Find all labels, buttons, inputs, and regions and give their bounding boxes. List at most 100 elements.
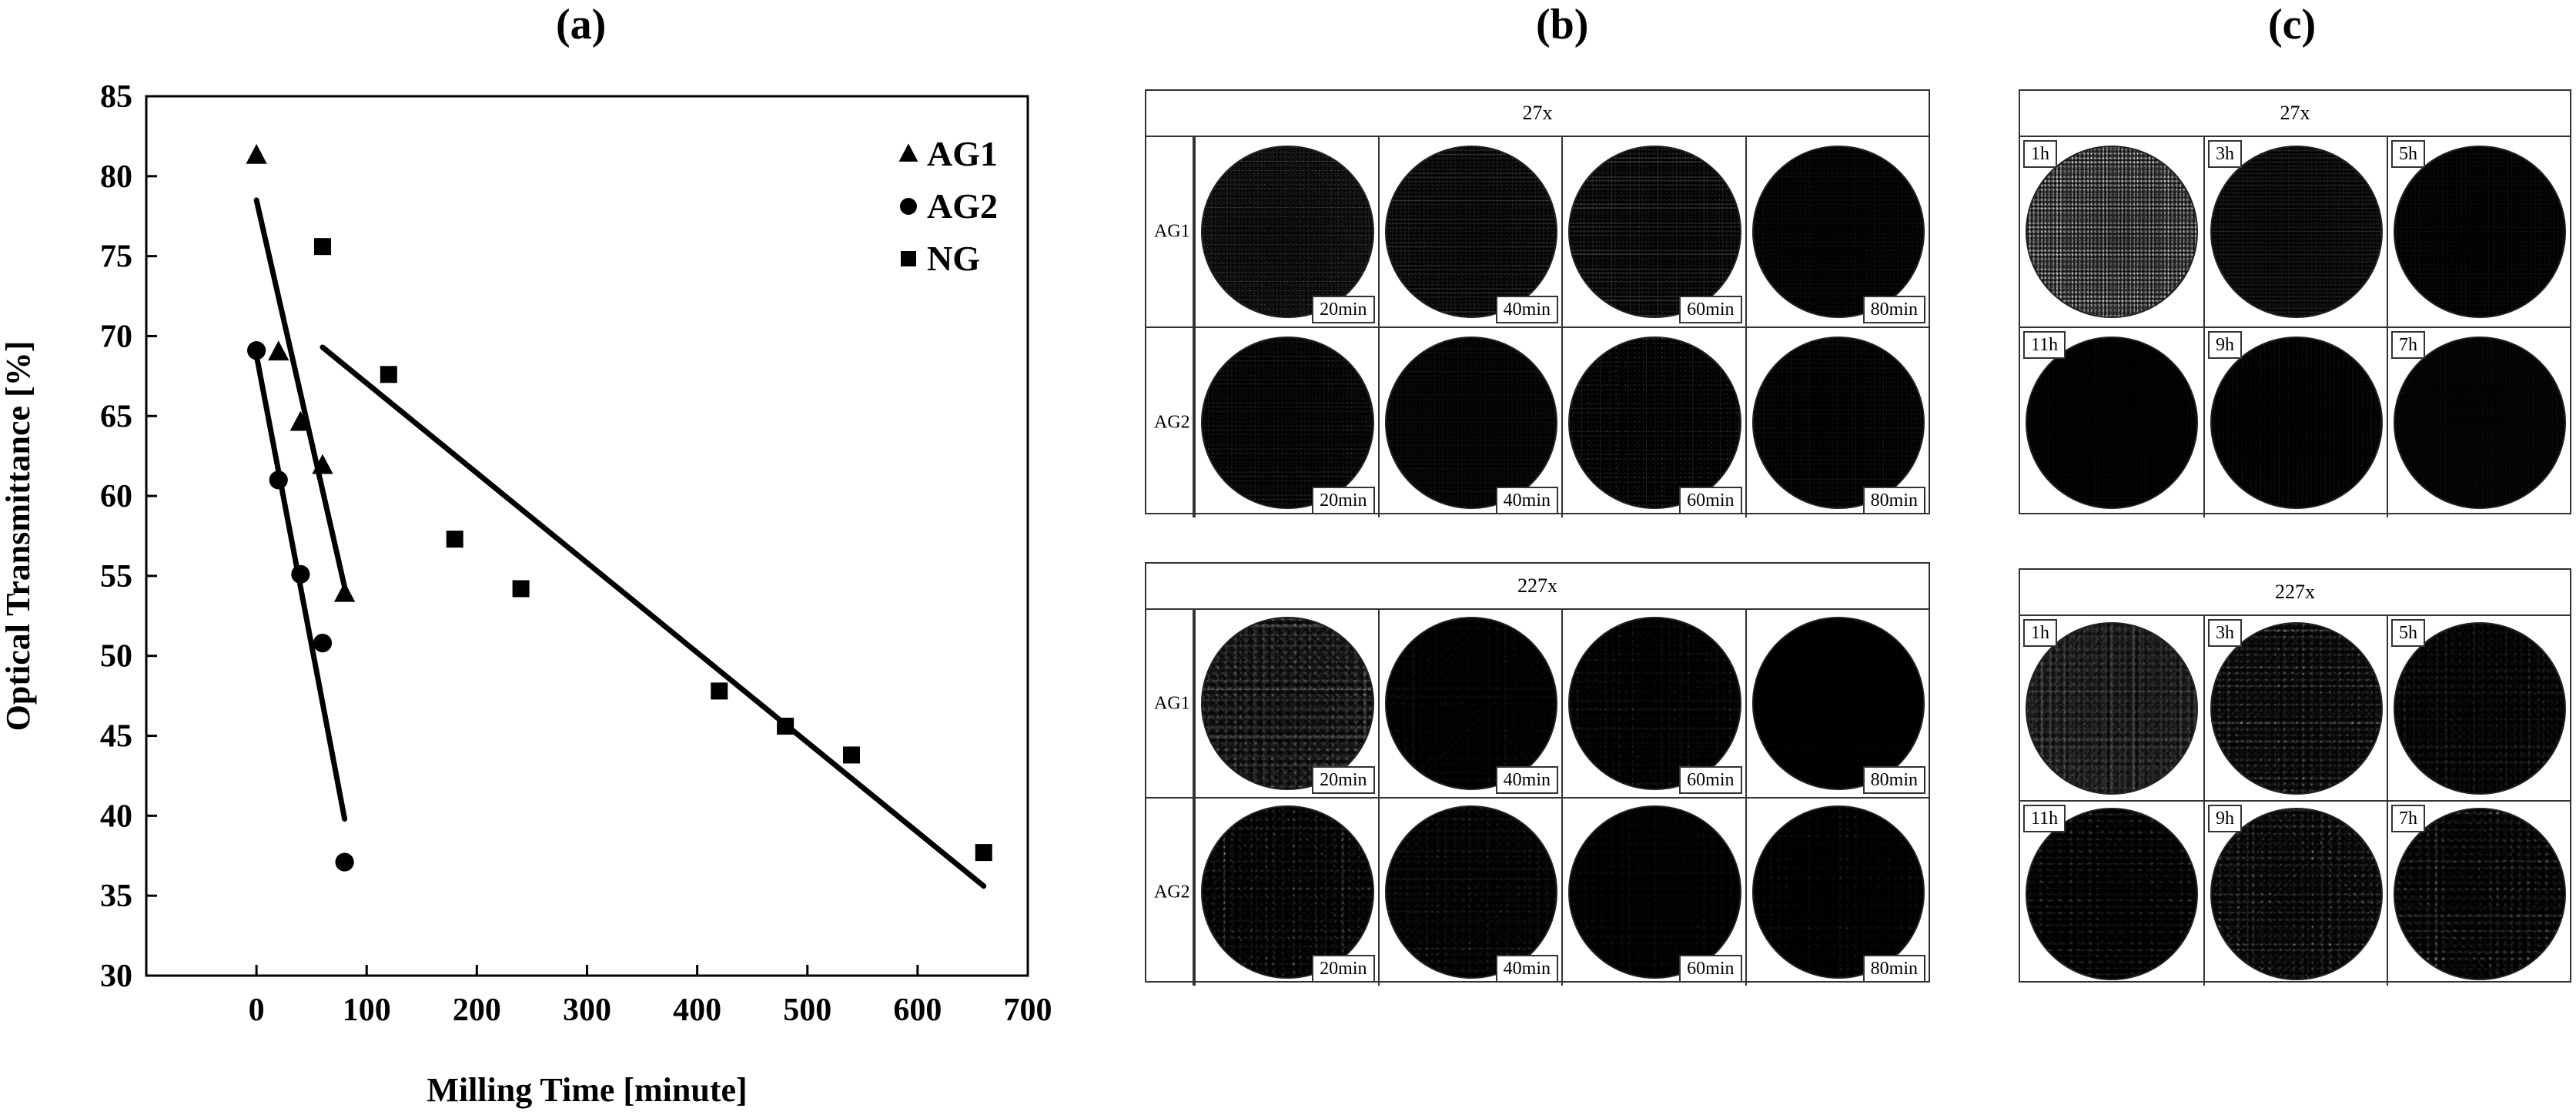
micrograph-disc <box>1384 617 1557 790</box>
cell-label: 80min <box>1862 487 1925 514</box>
cell-label: 40min <box>1495 766 1558 794</box>
micrograph-disc <box>1751 145 1925 319</box>
micrograph-row: 11h 9h 7h <box>2020 326 2570 517</box>
y-tick-label: 60 <box>100 479 132 514</box>
micrograph-cell: 60min <box>1561 137 1745 326</box>
micrograph-disc <box>2394 146 2566 318</box>
point-ag2 <box>335 852 354 872</box>
x-tick-label: 500 <box>783 993 831 1028</box>
panel-label-a: (a) <box>556 1 607 49</box>
micrograph-disc <box>2026 146 2198 318</box>
micrograph-disc <box>1751 617 1925 790</box>
cell-label: 60min <box>1679 955 1742 983</box>
cell-label: 60min <box>1679 296 1742 323</box>
point-ng <box>777 718 795 735</box>
y-tick-label: 35 <box>100 879 132 914</box>
micrograph-cell: 20min <box>1194 610 1378 797</box>
micrograph-cell: 3h <box>2203 137 2387 326</box>
micrograph-row: AG2 20min 40min 60min 80min <box>1146 326 1929 517</box>
row-label: AG2 <box>1146 799 1194 986</box>
micrograph-cell: 20min <box>1194 799 1378 986</box>
point-ag2 <box>247 341 266 360</box>
point-ag2 <box>313 634 333 653</box>
micrograph-grid: 227x 1h 3h 5h 11h 9h 7h <box>2019 568 2571 986</box>
cell-label: 3h <box>2208 140 2242 168</box>
cell-label: 60min <box>1679 766 1742 794</box>
micrograph-disc <box>2026 337 2198 509</box>
panel-label-b: (b) <box>1536 1 1589 49</box>
micrograph-cell: 80min <box>1745 137 1929 326</box>
magnification-title: 27x <box>2020 91 2570 137</box>
micrograph-cell: 9h <box>2203 802 2387 986</box>
row-label-text: AG1 <box>1154 221 1190 242</box>
cell-label: 40min <box>1495 296 1558 323</box>
cell-label: 20min <box>1312 487 1375 514</box>
cell-label: 80min <box>1862 955 1925 983</box>
micrograph-cell: 20min <box>1194 328 1378 517</box>
point-ng <box>314 238 331 256</box>
micrograph-disc <box>2026 807 2198 980</box>
legend-label-ng: NG <box>927 239 980 278</box>
y-tick-label: 55 <box>100 559 132 594</box>
cell-label: 40min <box>1495 487 1558 514</box>
micrograph-cell: 80min <box>1745 610 1929 797</box>
micrograph-cell: 5h <box>2387 137 2570 326</box>
micrograph-cell: 20min <box>1194 137 1378 326</box>
cell-label: 7h <box>2391 331 2425 359</box>
micrograph-disc <box>2210 621 2383 795</box>
x-tick-label: 0 <box>249 993 265 1028</box>
cell-label: 11h <box>2023 331 2066 359</box>
y-tick-label: 30 <box>100 959 132 994</box>
point-ag2 <box>291 564 310 584</box>
micrograph-cell: 60min <box>1561 328 1745 517</box>
point-ng <box>711 682 728 700</box>
point-ng <box>975 844 992 862</box>
micrograph-disc <box>1201 805 1374 979</box>
row-label-text: AG2 <box>1154 412 1190 433</box>
row-label: AG2 <box>1146 328 1194 517</box>
cell-label: 60min <box>1679 487 1742 514</box>
y-tick-label: 80 <box>100 159 132 195</box>
cell-label: 20min <box>1312 766 1375 794</box>
micrograph-grid: 27x 1h 3h 5h 11h 9h 7h <box>2019 89 2571 517</box>
point-ag1 <box>333 581 356 602</box>
row-label: AG1 <box>1146 610 1194 797</box>
micrograph-row: 1h 3h 5h <box>2020 137 2570 326</box>
legend-marker-ag1 <box>898 143 918 162</box>
micrograph-cell: 1h <box>2020 137 2203 326</box>
micrograph-disc <box>2026 621 2198 795</box>
cell-label: 7h <box>2391 805 2425 832</box>
x-tick-label: 700 <box>1004 993 1052 1028</box>
legend-label-ag2: AG2 <box>927 186 998 226</box>
micrograph-grid: 27x AG1 20min 40min 60min 80min AG2 20min 40min 6… <box>1145 89 1930 517</box>
x-tick-label: 600 <box>893 993 942 1028</box>
row-label-text: AG1 <box>1154 693 1190 713</box>
micrograph-disc <box>1384 805 1557 979</box>
micrograph-disc <box>2394 621 2566 795</box>
point-ag1 <box>268 340 289 361</box>
plot-frame <box>145 95 1029 977</box>
cell-label: 1h <box>2023 140 2057 168</box>
y-tick-label: 75 <box>100 239 132 275</box>
magnification-title: 227x <box>1146 564 1929 610</box>
x-tick-label: 200 <box>453 993 501 1028</box>
micrograph-cell: 5h <box>2387 616 2570 800</box>
point-ag1 <box>246 143 267 164</box>
row-label: AG1 <box>1146 137 1194 326</box>
cell-label: 20min <box>1312 955 1375 983</box>
micrograph-disc <box>1568 617 1741 790</box>
cell-label: 80min <box>1862 766 1925 794</box>
point-ag2 <box>269 470 288 490</box>
micrograph-grid: 227x AG1 20min 40min 60min 80min AG2 20min 40min… <box>1145 562 1930 986</box>
micrograph-disc <box>1201 617 1374 790</box>
micrograph-disc <box>1751 805 1925 979</box>
micrograph-disc <box>2210 807 2383 980</box>
cell-label: 40min <box>1495 955 1558 983</box>
micrograph-disc <box>2210 337 2383 509</box>
point-ng <box>843 746 860 764</box>
micrograph-cell: 1h <box>2020 616 2203 800</box>
y-axis-label: Optical Transmittance [%] <box>0 341 37 732</box>
x-tick-label: 400 <box>673 993 721 1028</box>
cell-label: 9h <box>2208 331 2242 359</box>
y-tick-label: 85 <box>100 79 132 115</box>
